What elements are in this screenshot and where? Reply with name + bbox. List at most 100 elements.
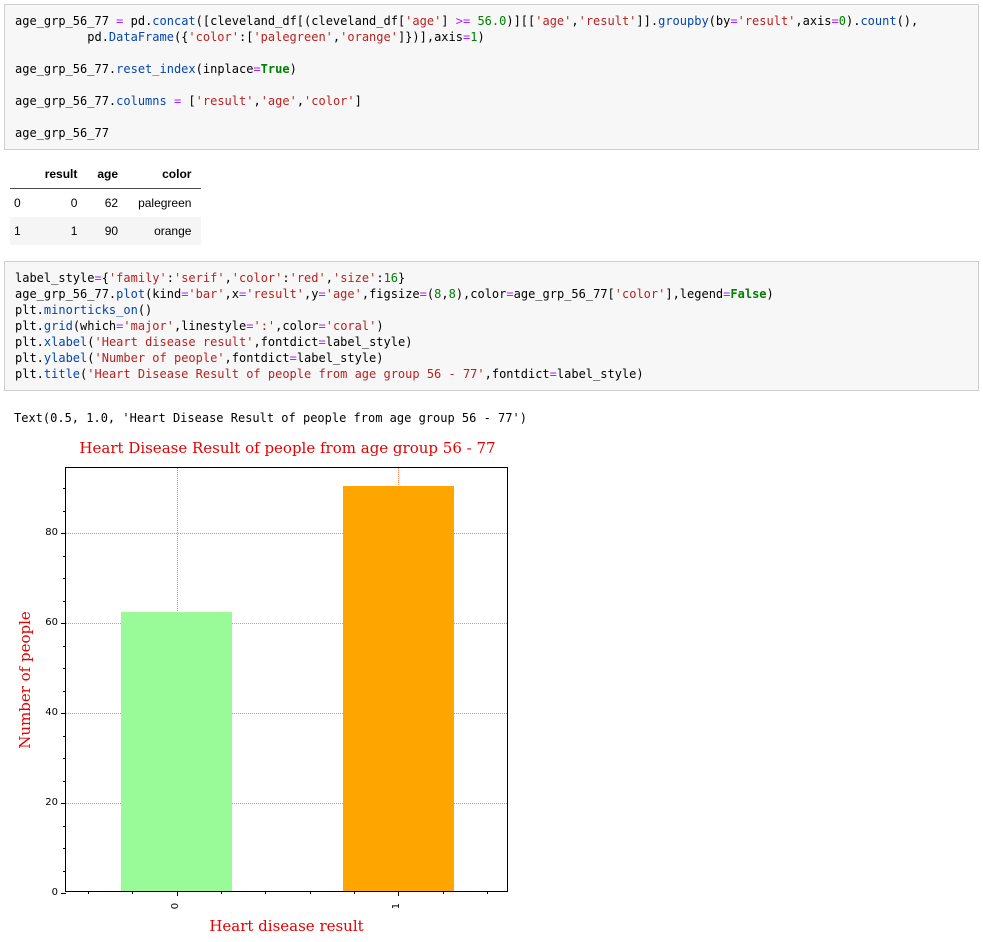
code-token: ylabel — [43, 351, 88, 365]
code-token: plt. — [15, 351, 44, 365]
code-token: () — [137, 303, 153, 317]
y-major-tick — [61, 533, 66, 535]
code-token: ,fontdict — [484, 367, 550, 381]
code-token: ) — [477, 30, 485, 44]
code-token: = — [239, 287, 247, 301]
table-cell: 90 — [104, 224, 119, 238]
code-token: 56.0 — [477, 14, 507, 28]
code-token: : — [282, 271, 290, 285]
code-token: ,y — [304, 287, 319, 301]
code-token: = — [181, 287, 189, 301]
table-cell: 1 — [70, 224, 78, 238]
y-minor-tick — [63, 668, 66, 670]
code-token: label_style) — [325, 335, 413, 349]
x-major-tick — [398, 891, 400, 896]
y-major-tick — [61, 893, 66, 894]
code-token: , — [296, 94, 305, 108]
y-minor-tick — [63, 825, 66, 827]
code-token: = — [419, 287, 427, 301]
code-cell-2[interactable]: label_style={'family':'serif','color':'r… — [4, 261, 979, 391]
code-token: 'result' — [246, 287, 305, 301]
code-token: 'Heart Disease Result of people from age… — [87, 367, 485, 381]
code-token: ,axis — [795, 14, 832, 28]
code-token: xlabel — [43, 335, 88, 349]
index-corner — [10, 160, 35, 189]
code-token: age_grp_56_77. — [15, 94, 117, 108]
code-token: True — [260, 62, 290, 76]
table-cell: 62 — [104, 196, 119, 210]
code-token: = — [116, 14, 124, 28]
code-token: ( — [426, 287, 435, 301]
code-token: (which — [72, 319, 117, 333]
code-token: 'age' — [260, 94, 297, 108]
table-row: 1 1 90 orange — [10, 217, 202, 245]
x-tick-label: 1 — [391, 902, 403, 910]
code-token: = — [116, 319, 124, 333]
code-token: 16 — [383, 271, 399, 285]
bar-chart-figure: Heart Disease Result of people from age … — [8, 435, 588, 941]
code-line: age_grp_56_77 — [15, 125, 968, 141]
code-token: ] — [441, 14, 456, 28]
x-major-tick — [176, 891, 178, 896]
y-tick-label: 20 — [45, 797, 58, 809]
code-token: DataFrame — [108, 30, 174, 44]
code-token: ,figsize — [361, 287, 420, 301]
code-line — [15, 109, 968, 125]
code-token: = — [289, 351, 297, 365]
code-token: plt. — [15, 319, 44, 333]
y-minor-tick — [63, 555, 66, 557]
code-token: ],legend — [665, 287, 724, 301]
x-minor-tick — [309, 891, 311, 894]
code-token: = — [318, 287, 326, 301]
code-token: age_grp_56_77. — [15, 62, 117, 76]
x-minor-tick — [265, 891, 267, 894]
y-tick-label: 80 — [45, 527, 58, 539]
code-token: ([cleveland_df[(cleveland_df[ — [195, 14, 406, 28]
code-token: 'size' — [332, 271, 377, 285]
code-token: , — [441, 287, 449, 301]
x-minor-tick — [132, 891, 134, 894]
code-token: grid — [43, 319, 73, 333]
code-line: plt.grid(which='major',linestyle=':',col… — [15, 318, 968, 334]
code-token: 'serif' — [173, 271, 225, 285]
code-token: 'Heart disease result' — [94, 335, 254, 349]
y-minor-tick — [63, 735, 66, 737]
code-token: False — [730, 287, 767, 301]
code-token: ({ — [173, 30, 189, 44]
code-token — [167, 94, 174, 108]
code-line: plt.title('Heart Disease Result of peopl… — [15, 366, 968, 382]
code-token: (), — [896, 14, 919, 28]
y-tick-label: 0 — [51, 887, 58, 898]
code-cell-1[interactable]: age_grp_56_77 = pd.concat([cleveland_df[… — [4, 4, 979, 150]
code-token: = — [462, 30, 471, 44]
code-token: 'age' — [325, 287, 362, 301]
code-token: ) — [766, 287, 774, 301]
code-token: ( — [87, 335, 95, 349]
code-token: = — [730, 14, 738, 28]
code-token: (inplace — [195, 62, 254, 76]
code-token: ,linestyle — [173, 319, 247, 333]
code-token: 'family' — [108, 271, 167, 285]
code-token: pd. — [123, 14, 153, 28]
code-token: 'age' — [405, 14, 442, 28]
code-token: ,fontdict — [224, 351, 290, 365]
x-tick-label: 0 — [169, 902, 181, 910]
code-token: = — [94, 271, 102, 285]
code-token: 'major' — [123, 319, 174, 333]
y-gridline — [66, 533, 507, 535]
code-token: 8 — [448, 287, 456, 301]
code-line: age_grp_56_77 = pd.concat([cleveland_df[… — [15, 13, 968, 29]
y-minor-tick — [63, 780, 66, 782]
code-token: count — [860, 14, 897, 28]
code-token: >= — [455, 14, 471, 28]
code-token: ) — [289, 62, 297, 76]
code-token: ':' — [253, 319, 276, 333]
code-token: ,fontdict — [253, 335, 319, 349]
code-token: 'bar' — [188, 287, 225, 301]
code-token: )][[ — [506, 14, 536, 28]
code-line: pd.DataFrame({'color':['palegreen','oran… — [15, 29, 968, 45]
code-token: pd. — [15, 30, 109, 44]
code-line: age_grp_56_77.columns = ['result','age',… — [15, 93, 968, 109]
code-token: : — [376, 271, 384, 285]
